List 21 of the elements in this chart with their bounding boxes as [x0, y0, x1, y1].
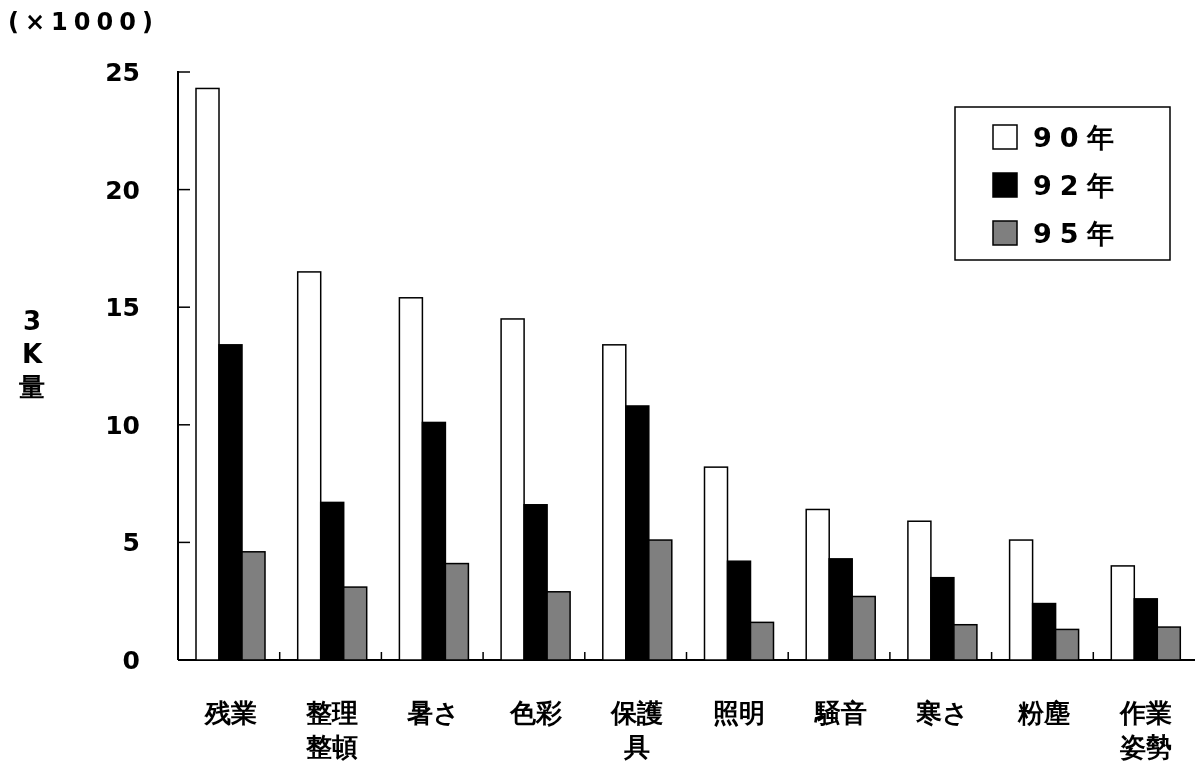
y-tick-label: 10	[105, 410, 140, 440]
y-tick-label: 20	[105, 175, 140, 205]
x-tick-label: 保護具	[610, 698, 664, 762]
x-tick-label: 粉塵	[1017, 698, 1071, 728]
x-tick-label: 暑さ	[406, 698, 461, 728]
x-tick-label: 寒さ	[914, 698, 969, 728]
x-tick-label: 残業	[203, 698, 257, 728]
legend-label: 90年	[1033, 122, 1122, 153]
x-tick-label: 作業姿勢	[1118, 698, 1172, 762]
legend-label: 92年	[1033, 170, 1122, 201]
y-axis-title: 3K量	[18, 306, 45, 402]
y-tick-label: 15	[105, 293, 140, 323]
y-tick-label: 25	[105, 58, 140, 87]
y-tick-label: 0	[122, 646, 140, 675]
legend-label: 95年	[1033, 218, 1122, 249]
x-tick-label: 照明	[713, 698, 765, 728]
y-tick-label: 5	[122, 528, 140, 558]
x-tick-label: 色彩	[508, 698, 562, 728]
text: (×1000)	[8, 8, 159, 36]
x-tick-label: 騒音	[813, 698, 867, 728]
x-tick-label: 整理整頓	[305, 698, 359, 762]
